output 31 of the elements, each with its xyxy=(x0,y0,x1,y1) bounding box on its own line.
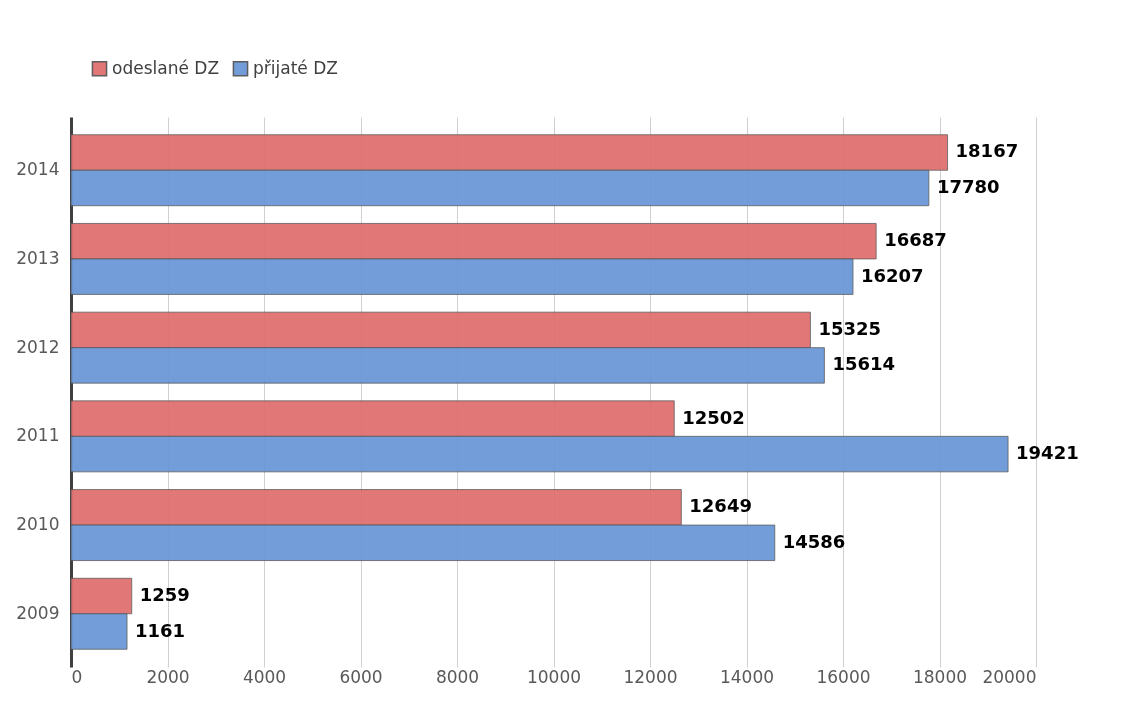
y-tick-label: 2014 xyxy=(16,159,60,180)
x-tick-label: 8000 xyxy=(435,666,480,687)
x-tick-label: 14000 xyxy=(719,666,775,687)
data-label: 14586 xyxy=(782,530,846,552)
x-tick-label: 6000 xyxy=(339,666,383,687)
data-label: 1259 xyxy=(139,584,190,606)
data-label: 1161 xyxy=(135,619,186,641)
legend-label: přijaté DZ xyxy=(253,57,338,78)
y-tick-label: 2013 xyxy=(16,247,60,268)
x-tick-label: 2000 xyxy=(146,666,190,687)
data-label: 19421 xyxy=(1016,442,1079,464)
x-tick-label: 20000 xyxy=(982,666,1037,687)
legend-label: odeslané DZ xyxy=(112,57,220,78)
x-tick-label: 18000 xyxy=(912,666,968,687)
y-tick-label: 2012 xyxy=(16,336,60,357)
data-label: 16207 xyxy=(860,264,924,286)
y-tick-label: 2010 xyxy=(16,514,60,535)
x-tick-label: 10000 xyxy=(526,666,582,687)
data-label: 15325 xyxy=(818,317,882,339)
data-label: 12502 xyxy=(682,406,745,428)
x-tick-label: 4000 xyxy=(242,666,287,687)
x-tick-label: 12000 xyxy=(623,666,678,687)
data-label: 16687 xyxy=(884,229,947,251)
y-tick-label: 2009 xyxy=(16,602,60,623)
data-label: 15614 xyxy=(832,353,895,375)
data-label: 18167 xyxy=(955,140,1019,162)
x-tick-label: 0 xyxy=(71,666,83,687)
data-label: 17780 xyxy=(936,175,1000,197)
data-label: 12649 xyxy=(689,495,752,517)
x-tick-label: 16000 xyxy=(816,666,871,687)
y-tick-label: 2011 xyxy=(16,425,60,446)
